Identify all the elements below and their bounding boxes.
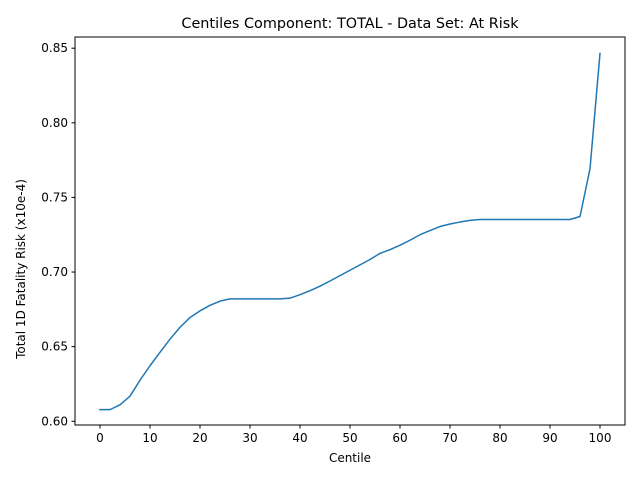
y-axis-label: Total 1D Fatality Risk (x10e-4) xyxy=(14,179,28,360)
y-tick-label: 0.75 xyxy=(41,190,68,204)
series-line xyxy=(99,52,601,411)
x-tick-label: 100 xyxy=(589,431,612,445)
x-axis-ticks: 0 10 20 30 40 50 60 70 80 90 100 xyxy=(96,425,611,445)
y-tick-label: 0.60 xyxy=(41,414,68,428)
x-tick-label: 90 xyxy=(542,431,557,445)
y-tick-label: 0.65 xyxy=(41,340,68,354)
y-axis-ticks: 0.60 0.65 0.70 0.75 0.80 0.85 xyxy=(41,41,75,428)
x-tick-label: 30 xyxy=(242,431,257,445)
x-tick-label: 80 xyxy=(492,431,507,445)
series-layer xyxy=(99,52,601,411)
x-axis-label: Centile xyxy=(329,451,371,465)
x-tick-label: 20 xyxy=(192,431,207,445)
x-tick-label: 70 xyxy=(442,431,457,445)
y-tick-label: 0.80 xyxy=(41,116,68,130)
y-tick-label: 0.70 xyxy=(41,265,68,279)
x-tick-label: 10 xyxy=(142,431,157,445)
x-tick-label: 0 xyxy=(96,431,104,445)
chart-title: Centiles Component: TOTAL - Data Set: At… xyxy=(181,16,519,32)
x-tick-label: 50 xyxy=(342,431,357,445)
x-tick-label: 60 xyxy=(392,431,407,445)
x-tick-label: 40 xyxy=(292,431,307,445)
y-tick-label: 0.85 xyxy=(41,41,68,55)
